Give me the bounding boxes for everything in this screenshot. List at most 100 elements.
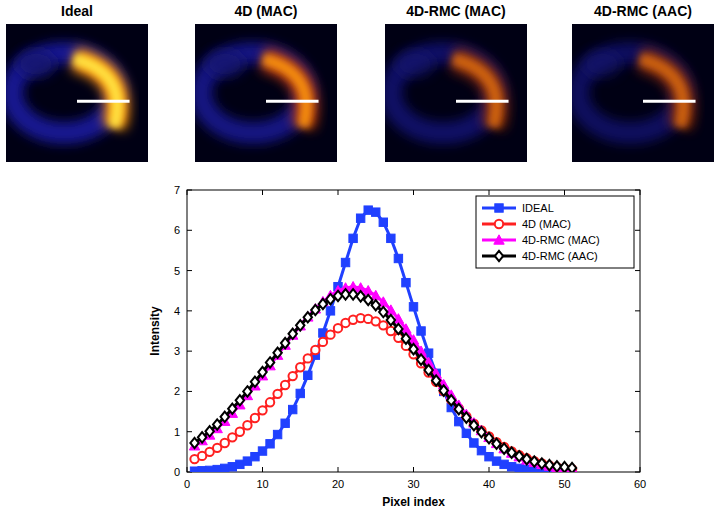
figure: Ideal4D (MAC)4D-RMC (MAC)4D-RMC (AAC)010… <box>0 0 721 509</box>
series-marker <box>304 371 312 379</box>
series-marker <box>424 365 432 375</box>
series-marker <box>530 456 538 466</box>
series-marker <box>432 375 440 385</box>
image-blob <box>205 50 245 78</box>
panel-title: 4D-RMC (MAC) <box>406 3 506 19</box>
series-marker <box>281 338 289 348</box>
image-glow <box>453 59 496 127</box>
series-marker <box>296 363 304 371</box>
series-marker <box>266 357 274 367</box>
y-tick <box>187 431 192 432</box>
y-tick <box>635 351 640 352</box>
image-ground <box>572 24 714 162</box>
image-blob <box>16 50 56 78</box>
profile-line <box>266 100 319 103</box>
profile-line <box>77 100 130 103</box>
series-marker <box>379 218 387 226</box>
x-tick <box>489 190 490 195</box>
series-marker <box>198 432 206 442</box>
series-marker <box>326 307 334 315</box>
image-blob <box>582 50 622 78</box>
y-tick <box>187 351 192 352</box>
y-tick-label: 4 <box>174 305 180 317</box>
series-marker <box>402 333 410 343</box>
y-tick <box>187 230 192 231</box>
series-marker <box>470 439 478 447</box>
series-marker <box>236 395 244 405</box>
y-tick <box>635 391 640 392</box>
series-marker <box>228 404 236 414</box>
image-core <box>263 59 306 127</box>
image-core <box>74 59 117 127</box>
image-glow <box>263 59 306 127</box>
series-marker <box>372 208 380 216</box>
series-marker <box>567 464 577 472</box>
x-tick <box>338 190 339 195</box>
series-marker <box>394 254 402 262</box>
series-marker <box>349 289 357 299</box>
series-marker <box>281 381 289 389</box>
y-axis-title: Intensity <box>148 306 162 356</box>
series-marker <box>190 438 198 448</box>
series-marker <box>455 404 463 414</box>
x-tick <box>187 190 188 195</box>
x-tick-label: 30 <box>407 478 419 490</box>
legend: IDEAL 4D (MAC) 4D-RMC (MAC) 4D-RMC (AAC) <box>476 196 634 268</box>
series-marker <box>523 454 531 464</box>
y-tick <box>635 472 640 473</box>
series-marker <box>372 300 380 310</box>
y-tick <box>187 310 192 311</box>
series-marker <box>221 439 229 447</box>
series-marker <box>258 367 266 377</box>
series-marker <box>364 295 372 305</box>
y-tick-label: 6 <box>174 224 180 236</box>
legend-label: 4D (MAC) <box>522 218 571 230</box>
x-tick-label: 10 <box>256 478 268 490</box>
x-tick <box>413 467 414 472</box>
series-marker <box>266 398 274 406</box>
legend-marker <box>495 204 503 212</box>
legend-label: 4D-RMC (AAC) <box>522 250 598 262</box>
series-marker <box>394 324 402 334</box>
x-tick-label: 50 <box>558 478 570 490</box>
series-marker <box>568 463 576 472</box>
series-marker <box>379 321 387 329</box>
image-blob <box>395 50 435 78</box>
legend-box <box>476 196 634 268</box>
x-tick <box>413 190 414 195</box>
series-marker <box>462 429 470 437</box>
y-tick-label: 7 <box>174 184 180 196</box>
series-marker <box>311 305 319 315</box>
series-marker <box>462 412 470 422</box>
series-marker <box>545 460 553 470</box>
legend-label: IDEAL <box>522 202 554 214</box>
series-marker <box>296 320 304 330</box>
panel-title: Ideal <box>61 3 93 19</box>
series-marker <box>409 303 417 311</box>
y-tick <box>635 431 640 432</box>
series-marker <box>409 344 417 354</box>
x-tick <box>262 190 263 195</box>
series-marker <box>334 291 342 301</box>
series-marker <box>236 428 244 436</box>
panel-image <box>385 24 527 162</box>
y-tick <box>187 391 192 392</box>
series-marker <box>281 419 289 427</box>
x-tick <box>564 190 565 195</box>
series-marker <box>221 412 229 422</box>
image-glow <box>640 59 683 127</box>
x-tick-label: 40 <box>483 478 495 490</box>
series-marker <box>356 214 364 222</box>
x-tick <box>489 467 490 472</box>
series-marker <box>311 346 319 354</box>
series-marker <box>387 315 395 325</box>
series-marker <box>251 377 259 387</box>
series-marker <box>228 433 236 441</box>
series-marker <box>304 354 312 362</box>
legend-label: 4D-RMC (MAC) <box>522 234 600 246</box>
series-marker <box>477 427 485 437</box>
panel-title: 4D-RMC (AAC) <box>594 3 692 19</box>
series-marker <box>440 385 448 395</box>
y-tick <box>187 270 192 271</box>
y-tick-label: 3 <box>174 345 180 357</box>
